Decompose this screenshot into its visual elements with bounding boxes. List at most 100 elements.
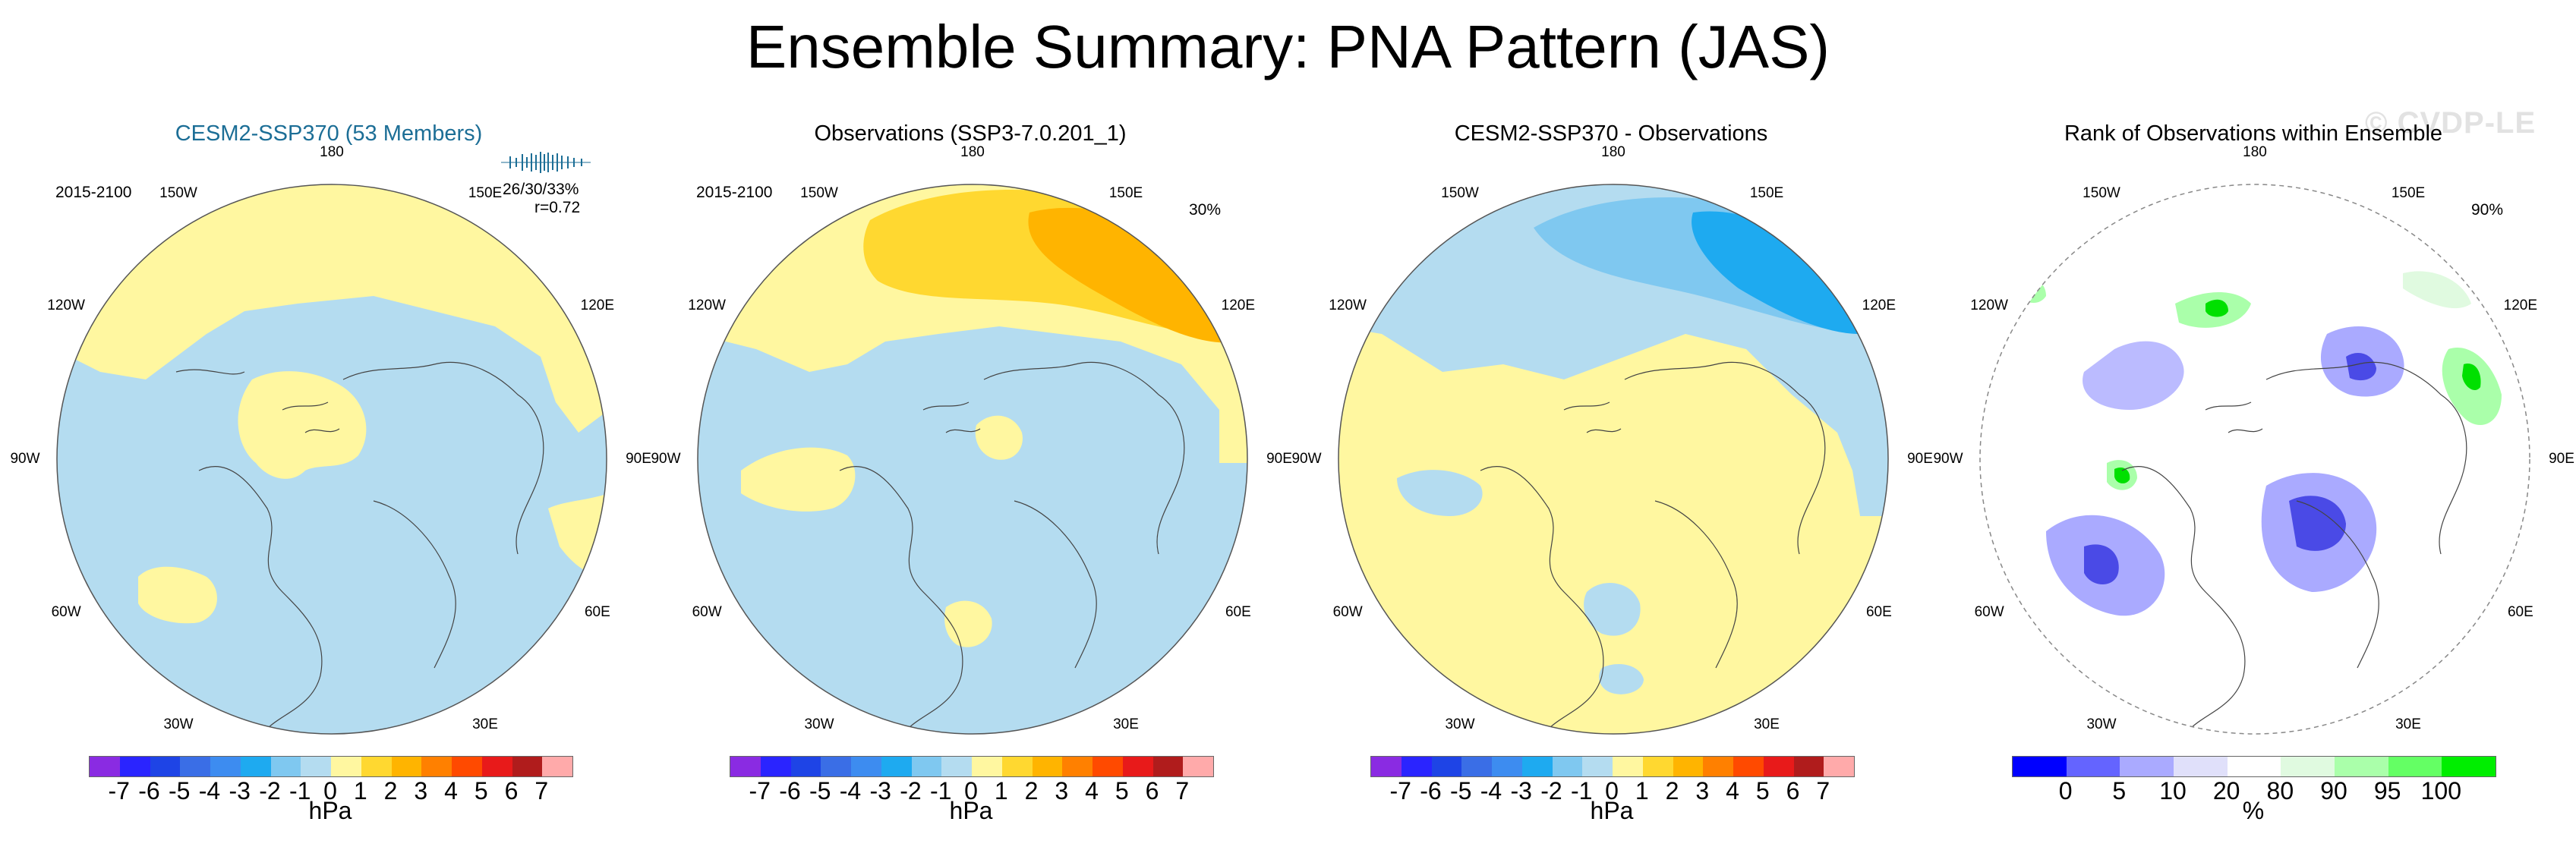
colorbar-swatch <box>361 757 392 776</box>
colorbar-tick-label: 5 <box>474 777 488 804</box>
colorbar-swatch <box>1642 757 1673 776</box>
lon-label-ul2: 120W <box>47 298 85 313</box>
lon-label-lr2: 30E <box>1754 716 1780 732</box>
colorbar-tick-label: 90 <box>2320 777 2347 804</box>
map-border <box>56 184 607 735</box>
field-negative-africa <box>1599 664 1644 694</box>
map-border <box>1979 184 2530 735</box>
colorbar-swatch <box>881 757 912 776</box>
colorbar-tick-label: 2 <box>1665 777 1679 804</box>
field-negative-max <box>1692 211 1863 334</box>
colorbar-swatch <box>542 757 572 776</box>
ensemble-spread-sparkline <box>501 152 591 173</box>
colorbar-swatch <box>730 757 761 776</box>
panel-3-map <box>1338 184 1889 735</box>
panel-1-stat-r: r=0.72 <box>534 199 581 216</box>
colorbar-swatch <box>1152 757 1184 776</box>
colorbar-swatch <box>1032 757 1063 776</box>
colorbar-swatch <box>2334 757 2388 776</box>
colorbar-swatch <box>119 757 150 776</box>
lon-label-right_mid: 90E <box>2549 451 2574 467</box>
colorbar-swatch <box>2120 757 2174 776</box>
colorbar-swatch <box>1613 757 1643 776</box>
lon-label-ur2: 120E <box>1862 298 1897 313</box>
field-positive-atlantic <box>138 566 217 624</box>
colorbar-swatch <box>1183 757 1213 776</box>
colorbar-swatch <box>1582 757 1613 776</box>
colorbar-tick-label: -1 <box>289 777 311 804</box>
panel-4-title: Rank of Observations within Ensemble <box>2064 121 2443 146</box>
panel-1-map <box>56 184 607 735</box>
rank-high-2-core <box>2462 364 2481 391</box>
colorbar-swatch <box>90 757 120 776</box>
watermark: © CVDP-LE <box>2365 106 2537 140</box>
colorbar-swatch <box>2066 757 2120 776</box>
rank-high-5 <box>2403 271 2471 309</box>
colorbar-swatch <box>1552 757 1583 776</box>
panel-2-title: Observations (SSP3-7.0.201_1) <box>814 121 1127 146</box>
colorbar-swatch <box>1673 757 1704 776</box>
colorbar-tick-label: -5 <box>169 777 191 804</box>
lon-label-ll2: 30W <box>1445 716 1475 732</box>
colorbar-tick-label: 3 <box>1695 777 1710 804</box>
colorbar-tick-label: -2 <box>259 777 281 804</box>
colorbar-unit: hPa <box>308 797 352 824</box>
colorbar-tick-label: -6 <box>1420 777 1442 804</box>
colorbar-tick-label: 6 <box>1145 777 1159 804</box>
colorbar-tick-label: 0 <box>323 777 337 804</box>
rank-low-2-core <box>2346 353 2376 381</box>
field-positive-arctic <box>238 371 367 479</box>
colorbar-tick-label: 1 <box>353 777 367 804</box>
colorbar-swatch <box>1371 757 1402 776</box>
colorbar-tick-label: 7 <box>1816 777 1830 804</box>
colorbar-swatch <box>421 757 452 776</box>
lon-label-ll1: 60W <box>1332 604 1363 620</box>
colorbar-swatch <box>2173 757 2228 776</box>
colorbar-rank <box>2012 756 2496 777</box>
colorbar-tick-label: 1 <box>994 777 1008 804</box>
colorbar-swatch <box>1793 757 1824 776</box>
colorbar-swatch <box>180 757 210 776</box>
panel-1-title: CESM2-SSP370 (53 Members) <box>175 121 483 146</box>
colorbar-swatch <box>240 757 271 776</box>
lon-label-ll2: 30W <box>2086 716 2117 732</box>
colorbar-swatch <box>2013 757 2067 776</box>
colorbar-unit: % <box>2242 797 2265 824</box>
colorbar-tick-label: 0 <box>964 777 978 804</box>
colorbar-tick-label: -2 <box>900 777 922 804</box>
panel-3-title: CESM2-SSP370 - Observations <box>1454 121 1768 146</box>
field-positive-greenland <box>741 447 856 512</box>
lon-label-ur2: 120E <box>2503 298 2538 313</box>
panel-2-map <box>697 184 1248 735</box>
coastlines <box>1480 361 1826 729</box>
field-positive-max <box>1028 207 1245 343</box>
colorbar-tick-label: 100 <box>2420 777 2462 804</box>
colorbar-swatch <box>1093 757 1123 776</box>
colorbar-swatch <box>941 757 972 776</box>
lon-label-lr1: 60E <box>584 604 610 620</box>
coastlines <box>839 361 1185 729</box>
lon-label-left_mid: 90W <box>1291 451 1322 467</box>
colorbar-swatch <box>301 757 331 776</box>
colorbar-swatch <box>1431 757 1462 776</box>
lon-label-ul2: 120W <box>1970 298 2008 313</box>
colorbar-swatch <box>391 757 422 776</box>
rank-high-4 <box>2016 278 2046 304</box>
lon-label-right_mid: 90E <box>1907 451 1933 467</box>
lon-label-ul1: 150W <box>800 185 838 202</box>
colorbar-hpa-1 <box>89 756 573 777</box>
colorbar-swatch <box>911 757 942 776</box>
lon-label-ll1: 60W <box>1974 604 2004 620</box>
colorbar-tick-label: -2 <box>1540 777 1562 804</box>
lon-label-ur1: 150E <box>1108 185 1143 202</box>
colorbar-swatch <box>270 757 301 776</box>
colorbar-hpa-3 <box>1370 756 1855 777</box>
lon-label-left_mid: 90W <box>651 451 681 467</box>
panel-2-stat: 30% <box>1189 201 1222 219</box>
lon-label-ll1: 60W <box>692 604 722 620</box>
lon-label-ul1: 150W <box>1441 185 1479 202</box>
lon-label-ur1: 150E <box>2391 185 2426 202</box>
colorbar-swatch <box>821 757 851 776</box>
colorbar-tick-label: -5 <box>1450 777 1472 804</box>
colorbar-swatch <box>2388 757 2442 776</box>
